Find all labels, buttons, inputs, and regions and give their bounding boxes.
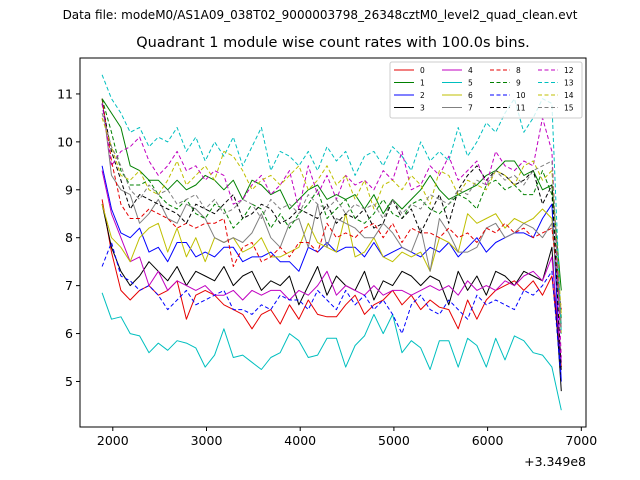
series-1-line xyxy=(101,98,562,291)
series-12-line xyxy=(101,103,562,358)
legend-label-0: 0 xyxy=(420,66,425,75)
legend-label-15: 15 xyxy=(564,104,574,113)
y-tick-label: 8 xyxy=(65,230,73,245)
legend-label-7: 7 xyxy=(468,104,473,113)
legend-label-1: 1 xyxy=(420,79,425,88)
series-2-line xyxy=(101,165,562,382)
chart-title: Quadrant 1 module wise count rates with … xyxy=(136,35,530,51)
y-tick-label: 10 xyxy=(57,134,73,149)
legend-label-13: 13 xyxy=(564,79,574,88)
legend-label-14: 14 xyxy=(564,91,574,100)
x-tick-label: 3000 xyxy=(191,433,223,448)
series-11-line xyxy=(101,103,562,372)
x-tick-label: 4000 xyxy=(284,433,316,448)
y-tick-label: 9 xyxy=(65,182,73,197)
x-offset-label: +3.349e8 xyxy=(524,454,586,469)
series-5-line xyxy=(101,292,562,411)
series-4-line xyxy=(101,170,562,363)
x-tick-label: 7000 xyxy=(565,433,597,448)
legend-label-9: 9 xyxy=(516,79,521,88)
legend-label-3: 3 xyxy=(420,104,425,113)
y-tick-label: 5 xyxy=(65,374,73,389)
series-3-line xyxy=(101,204,562,392)
x-tick-label: 5000 xyxy=(378,433,410,448)
x-tick-label: 2000 xyxy=(97,433,129,448)
series-14-line xyxy=(101,117,562,315)
series-13-line xyxy=(101,74,562,334)
y-tick-label: 6 xyxy=(65,326,73,341)
legend-label-4: 4 xyxy=(468,66,473,75)
series-7-line xyxy=(101,98,562,325)
x-tick-label: 6000 xyxy=(472,433,504,448)
y-tick-label: 7 xyxy=(65,278,73,293)
data-file-title: Data file: modeM0/AS1A09_038T02_90000037… xyxy=(62,8,578,22)
series-10-line xyxy=(101,242,562,382)
legend-label-5: 5 xyxy=(468,79,473,88)
plot-area-frame xyxy=(79,57,587,428)
legend-label-8: 8 xyxy=(516,66,521,75)
series-6-line xyxy=(101,204,562,334)
legend-label-6: 6 xyxy=(468,91,473,100)
legend-box xyxy=(389,61,583,119)
legend-label-12: 12 xyxy=(564,66,574,75)
series-15-line xyxy=(101,112,562,329)
y-tick-label: 11 xyxy=(57,86,73,101)
legend-label-2: 2 xyxy=(420,91,425,100)
series-8-line xyxy=(101,98,562,310)
legend-label-10: 10 xyxy=(516,91,526,100)
legend-label-11: 11 xyxy=(516,104,526,113)
